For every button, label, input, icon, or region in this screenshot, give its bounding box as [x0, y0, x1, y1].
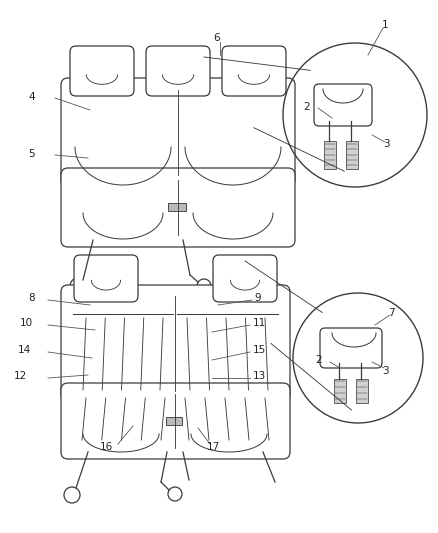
- Bar: [168, 203, 186, 211]
- Text: 4: 4: [28, 92, 35, 102]
- Text: 6: 6: [213, 33, 219, 43]
- FancyBboxPatch shape: [70, 46, 134, 96]
- FancyBboxPatch shape: [320, 328, 382, 368]
- FancyBboxPatch shape: [222, 46, 286, 96]
- Text: 2: 2: [315, 355, 321, 365]
- Text: 15: 15: [253, 345, 266, 355]
- FancyBboxPatch shape: [314, 84, 372, 126]
- FancyBboxPatch shape: [146, 46, 210, 96]
- Text: 2: 2: [303, 102, 310, 112]
- FancyBboxPatch shape: [61, 383, 290, 459]
- FancyBboxPatch shape: [61, 168, 295, 247]
- FancyBboxPatch shape: [61, 78, 295, 187]
- Text: 3: 3: [383, 139, 390, 149]
- Text: 14: 14: [18, 345, 31, 355]
- Text: 7: 7: [388, 308, 395, 318]
- FancyBboxPatch shape: [61, 285, 290, 402]
- FancyBboxPatch shape: [74, 255, 138, 302]
- Text: 11: 11: [253, 318, 266, 328]
- Bar: [324, 141, 336, 169]
- Text: 5: 5: [28, 149, 35, 159]
- Text: 10: 10: [20, 318, 33, 328]
- Text: 3: 3: [382, 366, 389, 376]
- Text: 13: 13: [253, 371, 266, 381]
- Bar: [334, 379, 346, 403]
- Text: 12: 12: [14, 371, 27, 381]
- Text: 8: 8: [28, 293, 35, 303]
- Text: 9: 9: [254, 293, 261, 303]
- Text: 17: 17: [207, 442, 220, 452]
- Bar: [166, 417, 182, 425]
- Bar: [356, 379, 368, 403]
- Text: 1: 1: [382, 20, 389, 30]
- Text: 16: 16: [100, 442, 113, 452]
- FancyBboxPatch shape: [213, 255, 277, 302]
- Bar: [346, 141, 358, 169]
